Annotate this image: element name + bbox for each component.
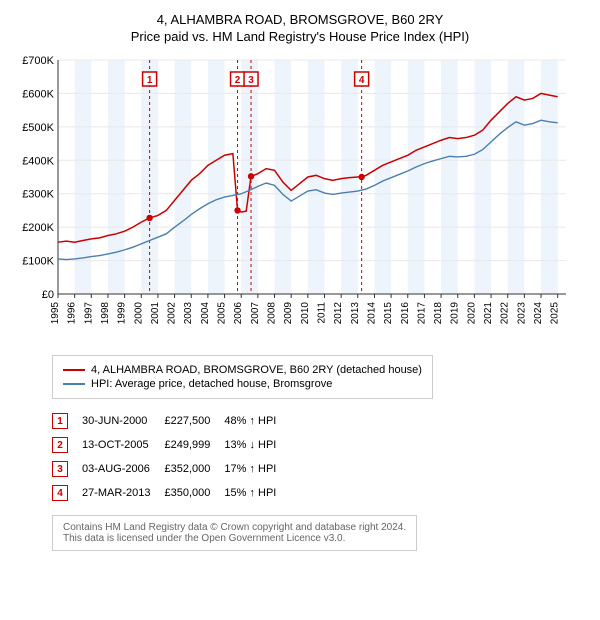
svg-text:£200K: £200K <box>22 222 54 234</box>
svg-text:2013: 2013 <box>350 302 361 325</box>
svg-text:2007: 2007 <box>250 302 261 325</box>
price-chart: £0 £100K £200K £300K £400K £500K £600K £700K 199… <box>12 52 588 347</box>
legend-label-hpi: HPI: Average price, detached house, Brom… <box>91 378 332 390</box>
svg-text:2012: 2012 <box>333 302 344 325</box>
tx-price: £249,999 <box>164 433 224 457</box>
svg-text:2004: 2004 <box>200 302 211 325</box>
svg-text:1997: 1997 <box>83 302 94 325</box>
tx-delta: 13% ↓ HPI <box>224 433 290 457</box>
tx-price: £352,000 <box>164 457 224 481</box>
legend-label-property: 4, ALHAMBRA ROAD, BROMSGROVE, B60 2RY (d… <box>91 364 422 376</box>
svg-text:2021: 2021 <box>483 302 494 325</box>
svg-text:2022: 2022 <box>500 302 511 325</box>
svg-text:2011: 2011 <box>316 302 327 324</box>
svg-text:£0: £0 <box>42 289 54 301</box>
tx-delta: 48% ↑ HPI <box>224 409 290 433</box>
tx-badge: 1 <box>52 413 68 429</box>
svg-text:2015: 2015 <box>383 302 394 325</box>
svg-text:£700K: £700K <box>22 55 54 67</box>
tx-date: 13-OCT-2005 <box>82 433 164 457</box>
svg-text:£500K: £500K <box>22 122 54 134</box>
table-row: 2 13-OCT-2005£249,99913% ↓ HPI <box>52 433 290 457</box>
tx-delta: 15% ↑ HPI <box>224 481 290 505</box>
svg-text:1: 1 <box>147 75 153 86</box>
svg-text:2016: 2016 <box>400 302 411 325</box>
table-row: 3 03-AUG-2006£352,00017% ↑ HPI <box>52 457 290 481</box>
svg-text:2002: 2002 <box>167 302 178 325</box>
legend-item-hpi: HPI: Average price, detached house, Brom… <box>63 378 422 390</box>
tx-badge-cell: 2 <box>52 433 82 457</box>
svg-text:4: 4 <box>359 75 365 86</box>
svg-text:£100K: £100K <box>22 256 54 268</box>
svg-text:1995: 1995 <box>50 302 61 325</box>
svg-text:2010: 2010 <box>300 302 311 325</box>
tx-date: 30-JUN-2000 <box>82 409 164 433</box>
table-row: 4 27-MAR-2013£350,00015% ↑ HPI <box>52 481 290 505</box>
chart-legend: 4, ALHAMBRA ROAD, BROMSGROVE, B60 2RY (d… <box>52 355 433 399</box>
svg-text:2023: 2023 <box>516 302 527 325</box>
tx-badge-cell: 1 <box>52 409 82 433</box>
svg-text:2025: 2025 <box>550 302 561 325</box>
svg-text:2008: 2008 <box>267 302 278 325</box>
svg-text:2024: 2024 <box>533 302 544 325</box>
svg-text:2000: 2000 <box>133 302 144 325</box>
svg-text:2020: 2020 <box>466 302 477 325</box>
svg-text:2003: 2003 <box>183 302 194 325</box>
svg-text:£300K: £300K <box>22 189 54 201</box>
svg-text:1996: 1996 <box>67 302 78 325</box>
tx-badge: 2 <box>52 437 68 453</box>
chart-svg: £0 £100K £200K £300K £400K £500K £600K £700K 199… <box>12 52 572 342</box>
svg-text:3: 3 <box>248 75 254 86</box>
legend-swatch-property <box>63 369 85 371</box>
svg-text:2001: 2001 <box>150 302 161 325</box>
chart-title: 4, ALHAMBRA ROAD, BROMSGROVE, B60 2RY Pr… <box>12 12 588 44</box>
legend-swatch-hpi <box>63 383 85 385</box>
transactions-table: 1 30-JUN-2000£227,50048% ↑ HPI 2 13-OCT-200… <box>52 409 290 505</box>
svg-text:2014: 2014 <box>366 302 377 325</box>
title-line-1: 4, ALHAMBRA ROAD, BROMSGROVE, B60 2RY <box>12 12 588 27</box>
table-row: 1 30-JUN-2000£227,50048% ↑ HPI <box>52 409 290 433</box>
svg-text:2: 2 <box>235 75 241 86</box>
svg-text:2009: 2009 <box>283 302 294 325</box>
tx-delta: 17% ↑ HPI <box>224 457 290 481</box>
svg-text:1998: 1998 <box>100 302 111 325</box>
tx-date: 03-AUG-2006 <box>82 457 164 481</box>
tx-price: £227,500 <box>164 409 224 433</box>
tx-badge-cell: 4 <box>52 481 82 505</box>
svg-text:£400K: £400K <box>22 155 54 167</box>
footer-line-2: This data is licensed under the Open Gov… <box>63 533 406 544</box>
footer-line-1: Contains HM Land Registry data © Crown c… <box>63 522 406 533</box>
svg-text:1999: 1999 <box>117 302 128 325</box>
svg-text:2017: 2017 <box>416 302 427 325</box>
tx-date: 27-MAR-2013 <box>82 481 164 505</box>
svg-text:2018: 2018 <box>433 302 444 325</box>
tx-badge: 4 <box>52 485 68 501</box>
tx-price: £350,000 <box>164 481 224 505</box>
tx-badge-cell: 3 <box>52 457 82 481</box>
svg-text:2005: 2005 <box>217 302 228 325</box>
svg-text:2006: 2006 <box>233 302 244 325</box>
svg-text:2019: 2019 <box>450 302 461 325</box>
svg-text:£600K: £600K <box>22 88 54 100</box>
title-line-2: Price paid vs. HM Land Registry's House … <box>12 29 588 44</box>
attribution-footer: Contains HM Land Registry data © Crown c… <box>52 515 417 551</box>
tx-badge: 3 <box>52 461 68 477</box>
legend-item-property: 4, ALHAMBRA ROAD, BROMSGROVE, B60 2RY (d… <box>63 364 422 376</box>
